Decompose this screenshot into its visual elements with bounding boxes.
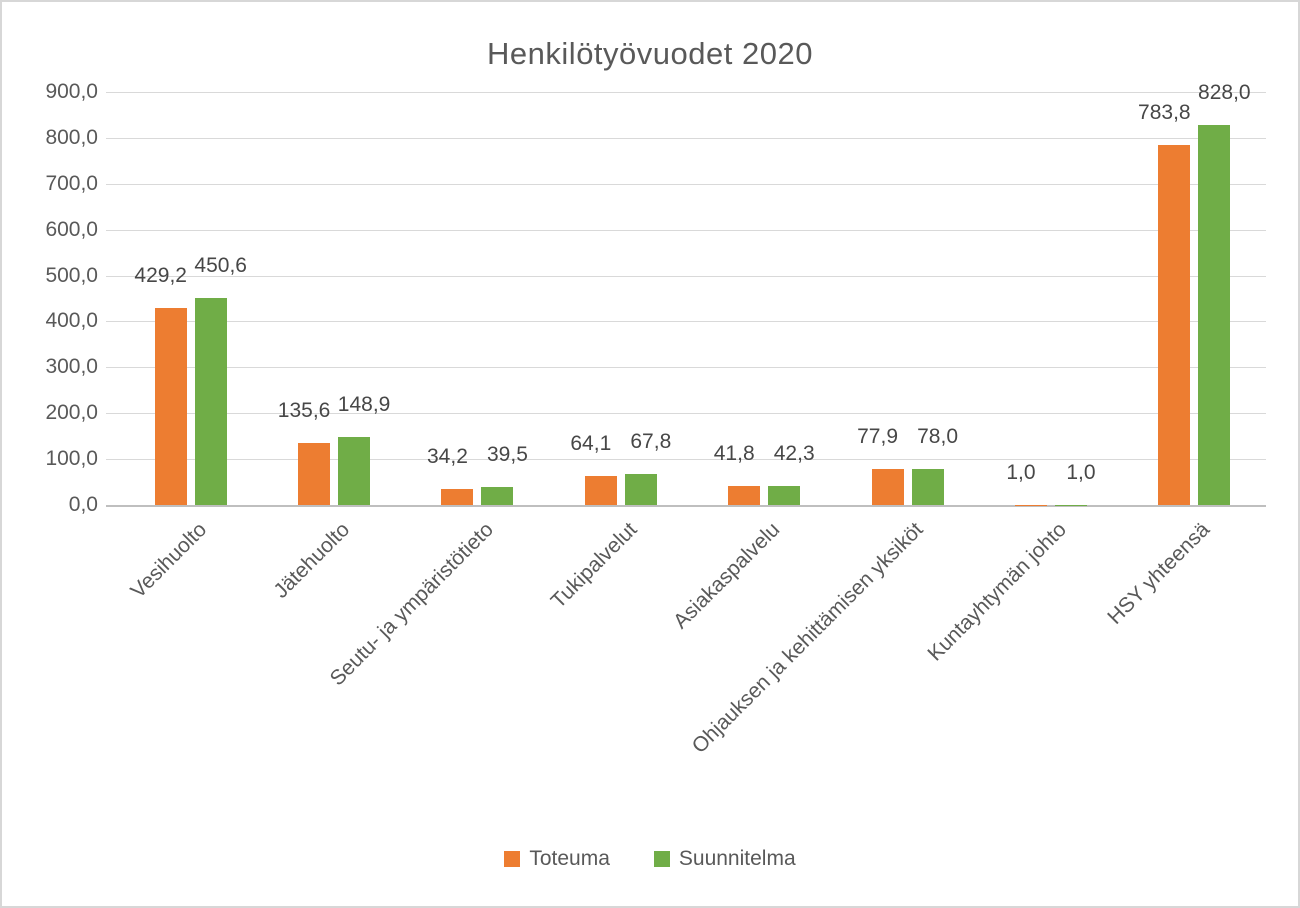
y-axis-tick-label: 600,0 <box>45 218 98 241</box>
data-label-toteuma: 1,0 <box>1006 460 1036 484</box>
data-label-suunnitelma: 67,8 <box>630 429 672 453</box>
bar-suunnitelma <box>338 436 371 505</box>
bar-suunnitelma <box>481 486 514 505</box>
x-axis-category-label: Kuntayhtymän johto <box>923 518 1072 666</box>
bar-suunnitelma <box>768 485 801 505</box>
data-label-suunnitelma: 450,6 <box>194 254 247 278</box>
y-axis-tick-label: 800,0 <box>45 126 98 149</box>
chart-title: Henkilötyövuodet 2020 <box>487 36 813 71</box>
gridline <box>106 321 1266 322</box>
gridline <box>106 92 1266 93</box>
data-label-toteuma: 77,9 <box>857 425 898 449</box>
data-label-suunnitelma: 39,5 <box>487 442 528 466</box>
gridline <box>106 230 1266 231</box>
y-axis-tick-label: 300,0 <box>45 355 98 378</box>
data-label-toteuma: 64,1 <box>570 431 612 455</box>
bar-suunnitelma <box>624 473 657 505</box>
data-label-toteuma: 135,6 <box>277 398 331 422</box>
bar-toteuma <box>1158 145 1191 505</box>
legend-swatch-toteuma <box>504 851 521 867</box>
data-label-suunnitelma: 1,0 <box>1066 460 1096 484</box>
y-axis-tick-label: 500,0 <box>45 264 98 287</box>
gridline <box>106 413 1266 414</box>
x-axis-category-label: Jätehuolto <box>269 518 355 603</box>
bar-toteuma <box>871 469 904 505</box>
data-label-suunnitelma: 78,0 <box>917 425 958 449</box>
y-axis-tick-label: 200,0 <box>45 401 98 424</box>
gridline <box>106 184 1266 185</box>
bar-toteuma <box>441 489 474 505</box>
x-axis-category-label: Seutu- ja ympäristötieto <box>325 518 498 691</box>
x-axis-category-label: Ohjauksen ja kehittämisen yksiköt <box>687 518 928 758</box>
x-axis-category-label: Vesihuolto <box>126 518 211 603</box>
x-axis-line <box>106 505 1266 507</box>
gridline <box>106 459 1266 460</box>
y-axis-tick-label: 700,0 <box>45 172 98 195</box>
data-label-suunnitelma: 42,3 <box>773 441 815 465</box>
y-axis-tick-label: 400,0 <box>45 309 98 332</box>
data-label-toteuma: 34,2 <box>427 445 468 469</box>
x-axis-category-label: Tukipalvelut <box>546 518 642 613</box>
legend-item-suunnitelma: Suunnitelma <box>653 847 796 871</box>
legend-swatch-suunnitelma <box>653 851 670 867</box>
legend-item-toteuma: Toteuma <box>504 847 610 871</box>
y-axis-tick-label: 0,0 <box>68 493 98 516</box>
legend: Toteuma Suunnitelma <box>2 847 1298 871</box>
y-axis-tick-label: 100,0 <box>45 447 98 470</box>
x-axis-category-label: HSY yhteensä <box>1103 518 1215 629</box>
bar-suunnitelma <box>194 298 227 505</box>
legend-label: Suunnitelma <box>678 847 796 870</box>
legend-label: Toteuma <box>529 847 610 870</box>
gridline <box>106 138 1266 139</box>
bar-toteuma <box>154 308 187 505</box>
data-label-toteuma: 783,8 <box>1138 101 1191 125</box>
data-label-suunnitelma: 828,0 <box>1198 81 1251 105</box>
bar-suunnitelma <box>1198 125 1231 505</box>
gridline <box>106 276 1266 277</box>
bar-toteuma <box>584 475 617 505</box>
y-axis-tick-label: 900,0 <box>45 80 98 103</box>
bar-toteuma <box>728 485 761 505</box>
data-label-toteuma: 429,2 <box>134 264 187 288</box>
x-axis-category-label: Asiakaspalvelu <box>669 518 785 634</box>
bar-suunnitelma <box>911 469 944 505</box>
gridline <box>106 367 1266 368</box>
data-label-suunnitelma: 148,9 <box>337 392 391 416</box>
bar-toteuma <box>298 442 331 505</box>
data-label-toteuma: 41,8 <box>713 441 755 465</box>
